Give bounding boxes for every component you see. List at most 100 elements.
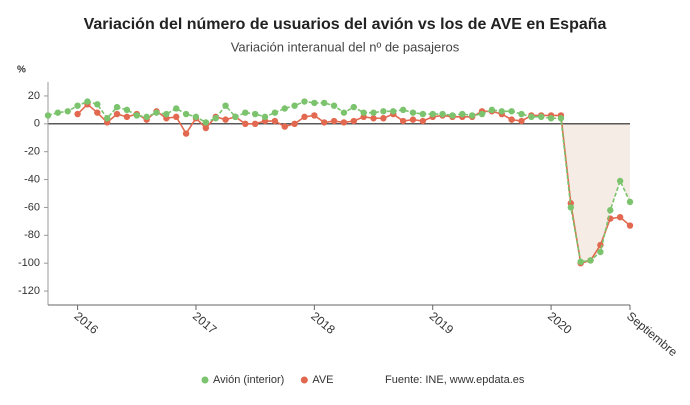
data-point [478, 110, 486, 118]
y-tick-label: -80 [24, 229, 40, 241]
data-point [163, 110, 170, 118]
series-line [77, 103, 631, 265]
data-point [202, 119, 210, 126]
data-point [340, 119, 348, 126]
data-point [508, 116, 515, 123]
data-point [84, 98, 91, 105]
data-point [399, 106, 407, 114]
data-point [380, 115, 387, 122]
data-point [330, 117, 338, 125]
data-point [94, 109, 101, 116]
data-point [350, 103, 357, 111]
data-point [587, 257, 594, 264]
data-point [261, 113, 269, 121]
data-point [271, 109, 279, 116]
data-point [370, 115, 377, 122]
data-point [251, 110, 259, 118]
data-point [399, 117, 407, 125]
data-point [64, 108, 71, 115]
data-point [419, 117, 427, 125]
y-tick-label: -120 [18, 285, 40, 297]
shaded-area [560, 118, 630, 262]
data-point [242, 109, 249, 116]
data-point [271, 117, 279, 125]
data-point [192, 113, 200, 121]
x-tick-label: 2020 [545, 309, 575, 337]
chart-title: Variación del número de usuarios del avi… [84, 16, 607, 33]
data-point [74, 102, 81, 109]
data-point [508, 108, 515, 115]
data-point [311, 99, 318, 107]
data-point [113, 103, 121, 111]
data-point [557, 115, 565, 122]
y-tick-label: 20 [28, 90, 40, 102]
data-point [94, 101, 101, 108]
data-point [301, 98, 308, 105]
x-tick-label: 2019 [427, 309, 457, 337]
data-point [449, 112, 456, 119]
data-point [222, 102, 229, 109]
data-point [518, 117, 525, 125]
data-point [547, 115, 555, 122]
data-point [340, 109, 348, 116]
data-point [251, 120, 259, 128]
source: Fuente: INE, www.epdata.es [385, 374, 525, 386]
data-point [74, 110, 81, 118]
data-point [409, 109, 417, 116]
data-point [597, 248, 604, 256]
data-point [330, 102, 338, 109]
data-point [301, 113, 308, 121]
y-tick-label: -100 [18, 257, 40, 269]
data-point [459, 110, 466, 118]
y-tick-label: -20 [24, 146, 40, 158]
x-tick-label: Septiembre [624, 309, 680, 359]
data-point [518, 110, 525, 118]
data-point [616, 213, 624, 221]
data-point [291, 102, 298, 109]
data-point [567, 204, 575, 211]
data-point [409, 116, 417, 123]
data-point [173, 105, 180, 112]
data-point [123, 113, 131, 121]
data-point [242, 120, 249, 128]
data-point [44, 112, 52, 119]
data-point [143, 113, 150, 121]
data-point [380, 108, 387, 115]
data-point [360, 109, 367, 116]
data-point [321, 99, 328, 107]
x-tick-label: 2018 [308, 309, 338, 337]
y-axis-label: % [17, 65, 26, 76]
data-point [222, 116, 229, 123]
data-point [281, 105, 288, 112]
data-point [419, 110, 427, 118]
data-point [311, 112, 318, 119]
data-point [429, 110, 436, 118]
data-point [488, 106, 496, 114]
data-point [182, 130, 190, 137]
data-point [607, 207, 614, 214]
data-point [103, 115, 111, 122]
data-point [577, 258, 584, 265]
data-point [626, 198, 634, 206]
data-point [538, 113, 545, 121]
data-point [468, 112, 476, 119]
data-point [350, 117, 357, 125]
legend-marker [300, 376, 308, 384]
chart-subtitle: Variación interanual del nº de pasajeros [231, 39, 460, 54]
data-point [202, 124, 210, 132]
data-point [133, 112, 140, 119]
x-tick-label: 2016 [72, 309, 102, 337]
legend-label: Avión (interior) [213, 374, 284, 386]
data-point [370, 109, 377, 116]
data-point [212, 115, 219, 122]
data-point [498, 108, 505, 115]
data-point [54, 109, 62, 116]
y-tick-label: -60 [24, 201, 40, 213]
y-tick-label: -40 [24, 173, 40, 185]
x-tick-label: 2017 [190, 309, 220, 337]
data-point [439, 110, 446, 118]
data-point [123, 106, 131, 114]
data-point [153, 109, 160, 116]
series-line [47, 100, 631, 263]
